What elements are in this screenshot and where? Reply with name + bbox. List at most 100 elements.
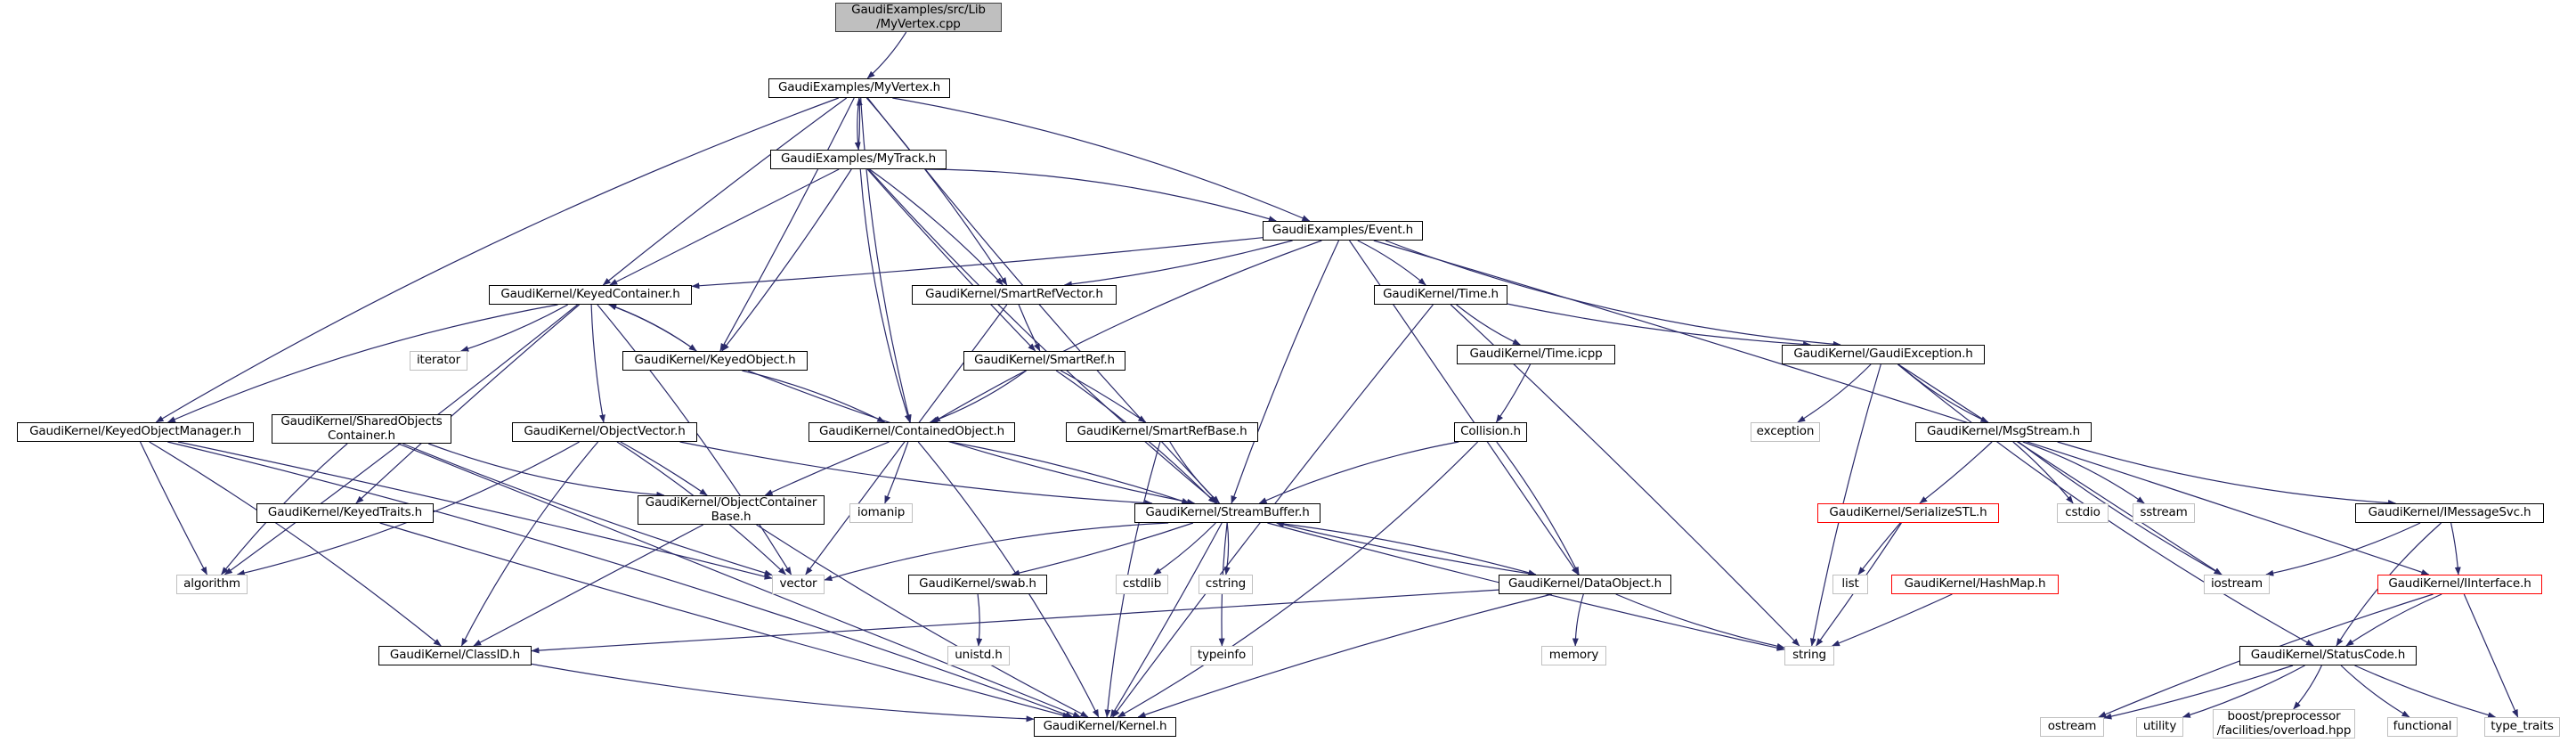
graph-node-label: GaudiExamples/src/Lib /MyVertex.cpp bbox=[851, 3, 986, 31]
graph-node-statuscode-h[interactable]: GaudiKernel/StatusCode.h bbox=[2239, 646, 2417, 665]
graph-node-label: iterator bbox=[416, 353, 461, 368]
graph-node-label: GaudiKernel/KeyedTraits.h bbox=[267, 505, 423, 520]
graph-edge bbox=[167, 304, 558, 423]
graph-edge bbox=[691, 237, 1264, 290]
graph-node-myvertex-h[interactable]: GaudiExamples/MyVertex.h bbox=[768, 78, 950, 98]
graph-node-label: list bbox=[1841, 576, 1859, 592]
graph-edge bbox=[1456, 304, 1521, 346]
graph-node-dataobject-h[interactable]: GaudiKernel/DataObject.h bbox=[1499, 575, 1671, 594]
graph-node-label: vector bbox=[779, 576, 817, 592]
graph-node-label: GaudiKernel/KeyedContainer.h bbox=[500, 287, 680, 302]
graph-node-keyedobject-h[interactable]: GaudiKernel/KeyedObject.h bbox=[622, 351, 808, 371]
graph-edge bbox=[2354, 665, 2497, 719]
graph-node-typeinfo[interactable]: typeinfo bbox=[1190, 646, 1253, 665]
graph-edge bbox=[1012, 522, 1194, 576]
graph-edge bbox=[597, 304, 792, 575]
graph-node-list[interactable]: list bbox=[1832, 575, 1868, 594]
graph-node-smartref-h[interactable]: GaudiKernel/SmartRef.h bbox=[963, 351, 1125, 371]
graph-node-sstream[interactable]: sstream bbox=[2133, 503, 2195, 523]
graph-edge bbox=[1276, 521, 1536, 575]
graph-edge bbox=[1919, 441, 1993, 504]
graph-node-label: GaudiExamples/Event.h bbox=[1272, 223, 1414, 238]
graph-edge bbox=[2340, 665, 2410, 718]
graph-node-vector[interactable]: vector bbox=[772, 575, 825, 594]
graph-edge bbox=[856, 97, 863, 151]
graph-node-time-icpp[interactable]: GaudiKernel/Time.icpp bbox=[1457, 345, 1615, 364]
graph-node-containedobject-h[interactable]: GaudiKernel/ContainedObject.h bbox=[809, 422, 1015, 442]
graph-edge bbox=[608, 304, 697, 352]
graph-edge bbox=[355, 304, 580, 504]
graph-edge bbox=[1063, 240, 1293, 288]
graph-node-iinterface-h[interactable]: GaudiKernel/IInterface.h bbox=[2377, 575, 2542, 594]
graph-node-objectcontainerbase-h[interactable]: GaudiKernel/ObjectContainer Base.h bbox=[638, 495, 825, 525]
graph-node-keyedcontainer-h[interactable]: GaudiKernel/KeyedContainer.h bbox=[489, 285, 692, 305]
graph-edge bbox=[866, 31, 907, 79]
graph-node-iterator[interactable]: iterator bbox=[410, 351, 467, 371]
graph-node-label: GaudiKernel/SmartRefVector.h bbox=[925, 287, 1103, 302]
graph-edge bbox=[747, 370, 1196, 505]
graph-edge bbox=[742, 370, 886, 423]
graph-node-algorithm[interactable]: algorithm bbox=[176, 575, 248, 594]
graph-node-streambuffer-h[interactable]: GaudiKernel/StreamBuffer.h bbox=[1134, 503, 1321, 523]
graph-node-sharedobjectscontainer-h[interactable]: GaudiKernel/SharedObjects Container.h bbox=[272, 414, 451, 444]
graph-edge bbox=[929, 370, 1027, 423]
graph-node-imessagesvc-h[interactable]: GaudiKernel/IMessageSvc.h bbox=[2355, 503, 2544, 523]
graph-node-keyedtraits-h[interactable]: GaudiKernel/KeyedTraits.h bbox=[256, 503, 434, 523]
graph-node-ostream[interactable]: ostream bbox=[2040, 717, 2104, 737]
graph-edge bbox=[679, 441, 1153, 506]
graph-node-serializestl-h[interactable]: GaudiKernel/SerializeSTL.h bbox=[1817, 503, 1999, 523]
graph-node-label: GaudiKernel/KeyedObjectManager.h bbox=[29, 424, 241, 439]
graph-node-myvertex-cpp[interactable]: GaudiExamples/src/Lib /MyVertex.cpp bbox=[835, 3, 1002, 32]
graph-edge bbox=[2103, 665, 2294, 720]
graph-node-type-traits[interactable]: type_traits bbox=[2484, 717, 2560, 737]
graph-node-label: GaudiKernel/SmartRef.h bbox=[974, 353, 1115, 368]
graph-edge bbox=[155, 97, 840, 423]
graph-node-mytrack-h[interactable]: GaudiExamples/MyTrack.h bbox=[770, 150, 947, 169]
graph-node-string[interactable]: string bbox=[1784, 646, 1834, 665]
graph-node-label: unistd.h bbox=[955, 648, 1003, 663]
graph-edge bbox=[397, 443, 1082, 718]
graph-node-label: GaudiKernel/ObjectVector.h bbox=[524, 424, 686, 439]
graph-node-collision-h[interactable]: Collision.h bbox=[1454, 422, 1527, 442]
graph-node-label: sstream bbox=[2140, 505, 2188, 520]
graph-edge bbox=[460, 304, 568, 352]
graph-node-smartrefvector-h[interactable]: GaudiKernel/SmartRefVector.h bbox=[912, 285, 1117, 305]
graph-node-msgstream-h[interactable]: GaudiKernel/MsgStream.h bbox=[1915, 422, 2092, 442]
graph-node-kernel-h[interactable]: GaudiKernel/Kernel.h bbox=[1034, 717, 1176, 737]
graph-node-utility[interactable]: utility bbox=[2136, 717, 2183, 737]
graph-node-objectvector-h[interactable]: GaudiKernel/ObjectVector.h bbox=[512, 422, 697, 442]
graph-node-keyedobjectmanager-h[interactable]: GaudiKernel/KeyedObjectManager.h bbox=[17, 422, 254, 442]
graph-edge bbox=[1137, 593, 1553, 718]
graph-node-event-h[interactable]: GaudiExamples/Event.h bbox=[1263, 221, 1423, 241]
graph-node-cstring[interactable]: cstring bbox=[1199, 575, 1253, 594]
graph-node-label: GaudiKernel/StreamBuffer.h bbox=[1145, 505, 1310, 520]
graph-node-label: cstdlib bbox=[1122, 576, 1162, 592]
graph-node-smartrefbase-h[interactable]: GaudiKernel/SmartRefBase.h bbox=[1066, 422, 1258, 442]
graph-node-cstdio[interactable]: cstdio bbox=[2057, 503, 2109, 523]
graph-node-classid-h[interactable]: GaudiKernel/ClassID.h bbox=[378, 646, 532, 665]
graph-edge bbox=[859, 168, 911, 423]
graph-node-time-h[interactable]: GaudiKernel/Time.h bbox=[1374, 285, 1507, 305]
graph-node-iomanip[interactable]: iomanip bbox=[849, 503, 913, 523]
graph-node-swab-h[interactable]: GaudiKernel/swab.h bbox=[908, 575, 1047, 594]
graph-node-exception[interactable]: exception bbox=[1751, 422, 1820, 442]
graph-edge bbox=[884, 441, 909, 504]
graph-node-unistd-h[interactable]: unistd.h bbox=[947, 646, 1010, 665]
graph-node-label: ostream bbox=[2047, 719, 2097, 734]
graph-node-label: GaudiKernel/SerializeSTL.h bbox=[1829, 505, 1987, 520]
graph-node-cstdlib[interactable]: cstdlib bbox=[1116, 575, 1168, 594]
graph-node-iostream[interactable]: iostream bbox=[2204, 575, 2270, 594]
graph-node-functional[interactable]: functional bbox=[2387, 717, 2458, 737]
graph-node-hashmap-h[interactable]: GaudiKernel/HashMap.h bbox=[1891, 575, 2059, 594]
graph-node-gaudiexception-h[interactable]: GaudiKernel/GaudiException.h bbox=[1782, 345, 1985, 364]
graph-edge bbox=[892, 97, 1311, 222]
graph-edge bbox=[1060, 370, 1147, 423]
graph-node-boost-overload-hpp[interactable]: boost/preprocessor /facilities/overload.… bbox=[2213, 709, 2355, 739]
graph-node-label: GaudiExamples/MyVertex.h bbox=[777, 80, 941, 95]
graph-node-memory[interactable]: memory bbox=[1541, 646, 1606, 665]
graph-edge bbox=[149, 441, 442, 647]
graph-node-label: iomanip bbox=[857, 505, 906, 520]
graph-edge bbox=[2057, 441, 2396, 506]
